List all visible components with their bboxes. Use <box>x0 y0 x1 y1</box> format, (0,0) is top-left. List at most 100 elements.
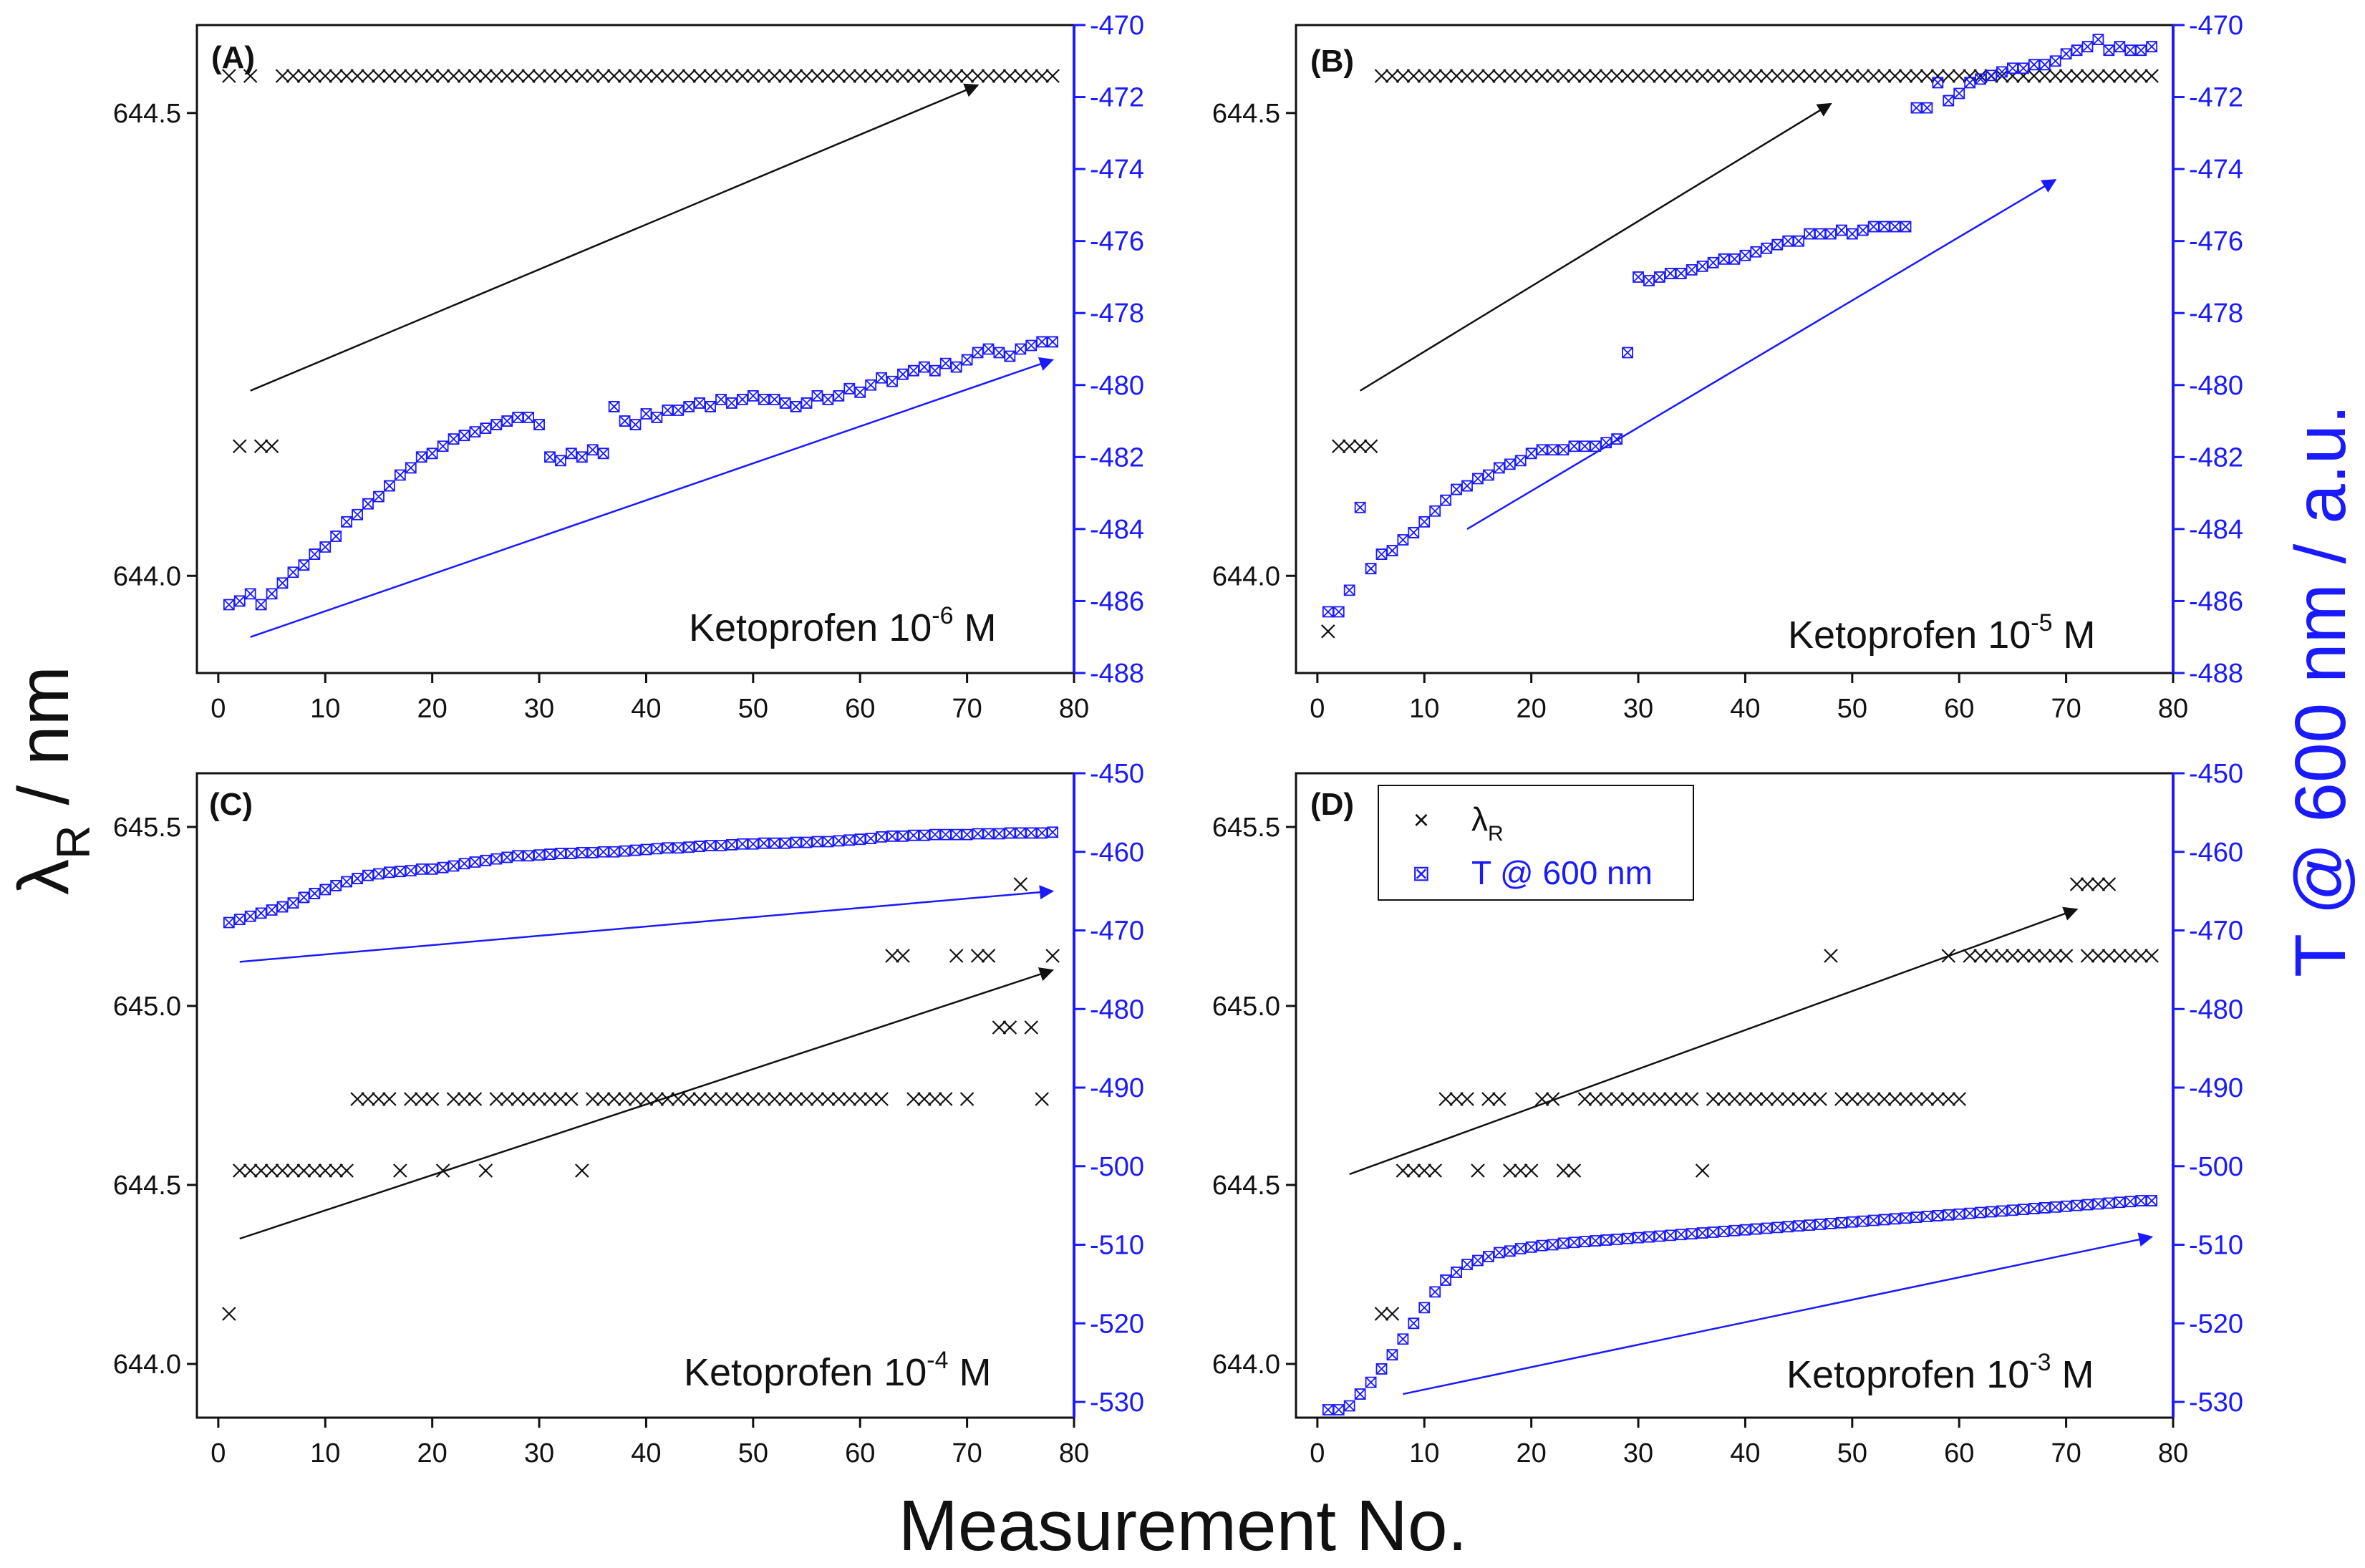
lambda-point <box>575 1163 589 1178</box>
transmission-point <box>1686 1228 1698 1240</box>
transmission-point <box>747 838 759 850</box>
lambda-point <box>917 1092 932 1106</box>
transmission-point <box>1322 1404 1334 1415</box>
transmission-point <box>1707 256 1719 268</box>
transmission-point <box>619 845 631 857</box>
transmission-point <box>1867 1214 1880 1226</box>
lambda-point <box>1428 69 1442 83</box>
transmission-point <box>1793 235 1805 247</box>
x-tick-label: 50 <box>1837 1438 1867 1468</box>
transmission-point <box>683 841 695 853</box>
lambda-point <box>2123 69 2138 83</box>
transmission-point <box>854 833 866 846</box>
transmission-point <box>929 364 941 377</box>
lambda-point <box>810 69 825 83</box>
transmission-point <box>1664 268 1676 279</box>
transmission-point <box>233 595 246 607</box>
transmission-point <box>1514 455 1527 467</box>
panel-b-annotation: Ketoprofen 10-5 M <box>1788 609 2096 657</box>
transmission-point <box>1343 1400 1355 1412</box>
lambda-point <box>725 1092 739 1106</box>
y-right-tick-label: -470 <box>2189 11 2243 41</box>
lambda-point <box>2059 69 2074 83</box>
lambda-point <box>2134 69 2148 83</box>
lambda-point <box>1738 1092 1753 1106</box>
transmission-point <box>1943 95 1955 107</box>
transmission-point <box>939 828 952 841</box>
transmission-point <box>1846 1216 1858 1228</box>
transmission-point <box>1408 527 1420 538</box>
y-left-tick-label: 644.0 <box>113 561 181 591</box>
transmission-point <box>1504 1245 1516 1257</box>
transmission-point <box>1910 102 1923 114</box>
lambda-point <box>1353 439 1368 454</box>
transmission-point <box>1375 548 1388 560</box>
transmission-point <box>1943 1209 1955 1221</box>
lambda-point <box>1045 69 1060 83</box>
transmission-point <box>801 397 813 409</box>
lambda-point <box>1855 69 1870 83</box>
transmission-point <box>2124 44 2137 57</box>
lambda-point <box>2016 949 2031 963</box>
transmission-point <box>758 393 770 405</box>
lambda-point <box>1513 1163 1528 1178</box>
lambda-point <box>457 1092 472 1106</box>
transmission-point <box>1004 827 1016 839</box>
transmission-point <box>266 904 278 916</box>
lambda-point <box>489 1092 504 1106</box>
transmission-point <box>1386 545 1398 556</box>
panel-b: (B) 0 10 20 30 40 50 60 70 80 644.0 644.5 -470 -472 -… <box>1212 11 2243 724</box>
lambda-point <box>564 69 579 83</box>
lambda-point <box>1374 1307 1389 1321</box>
lambda-point <box>543 69 557 83</box>
lambda-point <box>864 1092 878 1106</box>
lambda-point <box>1556 1163 1571 1178</box>
lambda-point <box>1620 1092 1635 1106</box>
panel-d-plot: 0 10 20 30 40 50 60 70 80 644.0 644.5 645.0 645.5 -45… <box>1212 759 2243 1468</box>
y-right-tick-label: -478 <box>1090 299 1144 329</box>
x-tick-label: 0 <box>1310 694 1325 724</box>
y-left-tick-label: 644.0 <box>1212 1350 1280 1380</box>
lambda-point <box>949 949 964 963</box>
transmission-point <box>876 372 887 384</box>
x-tick-label: 80 <box>1059 694 1089 724</box>
transmission-point <box>822 836 834 848</box>
x-tick-label: 10 <box>310 694 340 724</box>
y-right-tick-label: -490 <box>2189 1073 2243 1103</box>
lambda-point <box>1013 877 1028 891</box>
transmission-point <box>886 375 898 387</box>
lambda-point <box>2080 877 2095 891</box>
transmission-point <box>1451 1267 1462 1278</box>
lambda-point <box>853 1092 867 1106</box>
transmission-point <box>2081 1199 2094 1211</box>
x-tick-label: 10 <box>310 1438 340 1468</box>
lambda-point <box>1663 69 1678 83</box>
transmission-point <box>705 401 716 412</box>
lambda-point <box>1963 949 1977 963</box>
transmission-point <box>330 531 342 542</box>
lambda-point <box>1438 1092 1453 1106</box>
transmission-point <box>276 901 289 913</box>
transmission-point <box>1975 73 1986 85</box>
lambda-point <box>1642 1092 1656 1106</box>
transmission-point <box>736 393 748 405</box>
transmission-point <box>2103 44 2115 57</box>
transmission-point <box>672 842 685 854</box>
x-tick-label: 40 <box>631 1438 661 1468</box>
transmission-point <box>1568 1237 1580 1249</box>
transmission-point <box>1996 1205 2008 1217</box>
lambda-point <box>1577 69 1592 83</box>
y-right-tick-label: -510 <box>1090 1231 1144 1261</box>
lambda-point <box>1567 1163 1582 1178</box>
lambda-point <box>1417 69 1432 83</box>
lambda-point <box>1620 69 1635 83</box>
transmission-point <box>1557 444 1570 456</box>
transmission-point <box>939 357 952 369</box>
transmission-point <box>1878 221 1890 233</box>
lambda-point <box>992 69 1007 83</box>
transmission-point <box>672 405 685 416</box>
transmission-point <box>1633 1231 1644 1244</box>
transmission-point <box>298 891 310 904</box>
transmission-point <box>1354 1388 1366 1400</box>
